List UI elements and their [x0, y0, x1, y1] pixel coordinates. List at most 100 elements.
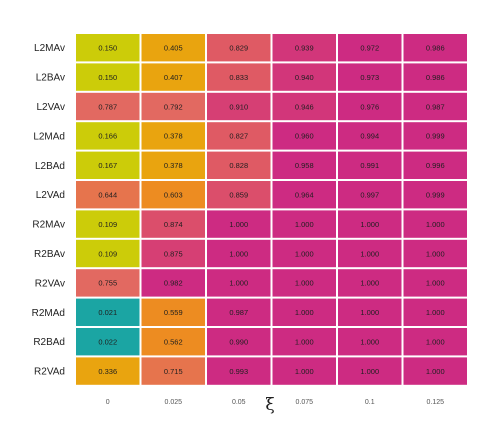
cell-value-label: 1.000	[360, 279, 379, 288]
cell-value-label: 0.828	[229, 161, 248, 170]
cell-value-label: 0.994	[360, 132, 379, 141]
heatmap-cell	[403, 357, 467, 385]
heatmap-cell	[76, 92, 140, 121]
cell-value-label: 1.000	[360, 249, 379, 258]
cell-value-label: 1.000	[295, 279, 314, 288]
heatmap-cell	[338, 122, 402, 150]
cell-value-label: 1.000	[426, 249, 445, 258]
cell-value-label: 0.991	[360, 161, 379, 170]
heatmap-cell	[338, 298, 402, 326]
heatmap-cell	[207, 239, 271, 268]
cell-value-label: 0.990	[229, 338, 248, 347]
cell-value-label: 0.987	[229, 308, 248, 317]
heatmap-cell	[207, 122, 271, 150]
cell-value-label: 0.986	[426, 44, 445, 53]
cell-value-label: 1.000	[295, 338, 314, 347]
cell-value-label: 1.000	[426, 367, 445, 376]
heatmap-cell	[207, 298, 271, 326]
cell-value-label: 1.000	[360, 220, 379, 229]
column-label: 0.1	[365, 399, 375, 406]
row-label: L2BAd	[35, 161, 65, 172]
heatmap-cell	[141, 298, 205, 326]
heatmap-cell	[403, 210, 467, 238]
cell-value-label: 0.407	[164, 73, 183, 82]
cell-value-label: 0.166	[98, 132, 117, 141]
heatmap-cell	[141, 181, 205, 209]
heatmap-cell	[272, 298, 336, 326]
heatmap-cell	[207, 151, 271, 179]
cell-value-label: 0.875	[164, 249, 183, 258]
column-label: 0	[106, 399, 110, 406]
heatmap-cell	[272, 269, 336, 297]
cell-value-label: 0.405	[164, 44, 183, 53]
cell-value-label: 0.910	[229, 102, 248, 111]
row-labels: L2MAv L2BAv L2VAv L2MAd L2BAd L2VAd R2MAv R2BAv…	[32, 43, 65, 377]
heatmap-cell	[338, 34, 402, 62]
heatmap-cell	[272, 239, 336, 268]
heatmap-cell	[403, 34, 467, 62]
cell-value-label: 1.000	[295, 367, 314, 376]
heatmap-cell	[141, 151, 205, 179]
cell-value-label: 1.000	[295, 308, 314, 317]
row-label: L2MAd	[33, 131, 65, 142]
cell-value-label: 0.972	[360, 44, 379, 53]
heatmap-cell	[141, 328, 205, 356]
heatmap-cell	[207, 92, 271, 121]
heatmap-cell	[272, 151, 336, 179]
row-label: R2BAv	[34, 249, 65, 260]
cell-value-label: 0.999	[426, 191, 445, 200]
heatmap-cell	[272, 181, 336, 209]
cell-value-label: 0.833	[229, 73, 248, 82]
cell-value-label: 0.859	[229, 191, 248, 200]
column-label: 0.075	[295, 399, 313, 406]
heatmap-cell	[403, 122, 467, 150]
cell-value-label: 1.000	[360, 367, 379, 376]
cell-value-label: 1.000	[426, 308, 445, 317]
heatmap-cell	[76, 122, 140, 150]
cell-value-label: 0.827	[229, 132, 248, 141]
row-label: L2VAv	[36, 102, 65, 113]
cell-value-label: 1.000	[426, 220, 445, 229]
cell-value-label: 0.993	[229, 367, 248, 376]
cell-value-label: 0.986	[426, 73, 445, 82]
column-label: 0.025	[164, 399, 182, 406]
heatmap-cell	[338, 151, 402, 179]
heatmap-cell	[141, 357, 205, 385]
row-label: R2BAd	[33, 337, 65, 348]
heatmap-cell	[141, 239, 205, 268]
cell-value-label: 0.559	[164, 308, 183, 317]
heatmap-cell	[272, 34, 336, 62]
cell-value-label: 1.000	[229, 249, 248, 258]
heatmap-cell	[403, 239, 467, 268]
cell-value-label: 0.021	[98, 308, 117, 317]
column-label: 0.125	[426, 399, 444, 406]
row-label: L2BAv	[36, 73, 65, 84]
cell-value-label: 0.946	[295, 102, 314, 111]
cell-value-label: 0.109	[98, 249, 117, 258]
heatmap-cell	[207, 269, 271, 297]
cell-value-label: 0.150	[98, 44, 117, 53]
heatmap-cell	[76, 269, 140, 297]
heatmap-cell	[76, 239, 140, 268]
heatmap-cell	[207, 357, 271, 385]
heatmap-cell	[207, 328, 271, 356]
heatmap-cell	[76, 328, 140, 356]
column-label: 0.05	[232, 399, 246, 406]
heatmap-cell	[272, 63, 336, 91]
heatmap-cell	[141, 92, 205, 121]
cell-value-label: 0.996	[426, 161, 445, 170]
heatmap-cell	[76, 210, 140, 238]
heatmap-cell	[272, 357, 336, 385]
heatmap-cells: 0.150 0.405 0.829 0.939 0.972 0.986 0.150 0.407…	[76, 34, 467, 385]
heatmap-cell	[272, 122, 336, 150]
row-label: R2VAv	[35, 278, 65, 289]
cell-value-label: 0.022	[98, 338, 117, 347]
cell-value-label: 0.715	[164, 367, 183, 376]
heatmap-cell	[76, 34, 140, 62]
heatmap-cell	[338, 239, 402, 268]
heatmap-cell	[141, 210, 205, 238]
heatmap-cell	[141, 34, 205, 62]
heatmap-cell	[272, 92, 336, 121]
heatmap-cell	[403, 63, 467, 91]
x-axis-title: ξ	[265, 395, 274, 415]
